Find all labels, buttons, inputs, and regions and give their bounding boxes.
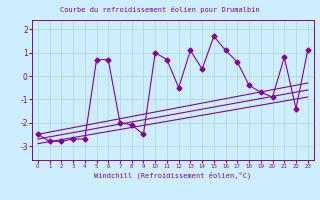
X-axis label: Windchill (Refroidissement éolien,°C): Windchill (Refroidissement éolien,°C) <box>94 172 252 179</box>
Text: Courbe du refroidissement éolien pour Drumalbin: Courbe du refroidissement éolien pour Dr… <box>60 6 260 13</box>
